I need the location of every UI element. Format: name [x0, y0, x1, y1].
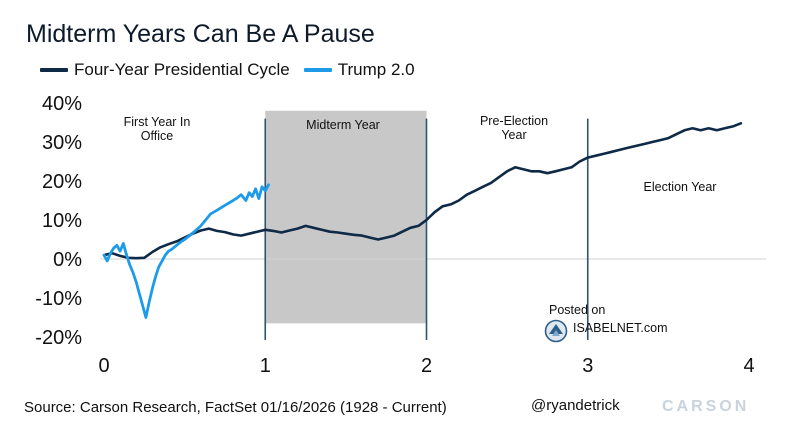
y-tick-label: 20%: [42, 171, 82, 193]
annotation-line: Election Year: [644, 180, 717, 194]
y-tick-label: 10%: [42, 210, 82, 232]
brand-watermark: CARSON: [662, 398, 750, 415]
annotation-midterm-year: Midterm Year: [306, 118, 380, 132]
isabelnet-badge: Posted on ISABELNET.com: [543, 303, 683, 343]
annotation-line: First Year In: [124, 115, 191, 129]
annotation-first-year-in-office: First Year In Office: [124, 115, 191, 143]
x-tick-label: 0: [98, 355, 109, 377]
annotation-line: Midterm Year: [306, 118, 380, 132]
series-line-trump: [102, 183, 270, 319]
legend-label-presidential-cycle: Four-Year Presidential Cycle: [74, 60, 290, 79]
series-line-presidential-cycle: [102, 122, 743, 260]
midterm-shaded-region: [265, 110, 427, 324]
x-tick-label: 4: [743, 355, 754, 377]
annotation-pre-election-year: Pre-Election Year: [480, 114, 548, 142]
y-tick-label: 0%: [53, 249, 82, 271]
legend-swatch-presidential-cycle: [40, 68, 68, 72]
author-handle: @ryandetrick: [531, 397, 620, 414]
source-note: Source: Carson Research, FactSet 01/16/2…: [24, 399, 447, 416]
legend-item-trump: Trump 2.0: [303, 60, 415, 80]
legend-item-presidential-cycle: Four-Year Presidential Cycle: [40, 60, 290, 80]
badge-posted-text: Posted on: [549, 303, 606, 317]
badge-site-text: ISABELNET.com: [573, 321, 668, 335]
x-tick-label: 2: [421, 355, 432, 377]
annotation-election-year: Election Year: [644, 180, 717, 194]
legend-swatch-trump: [303, 68, 332, 72]
x-tick-label: 3: [582, 355, 593, 377]
annotation-line: Office: [141, 129, 173, 143]
legend-label-trump: Trump 2.0: [337, 60, 415, 79]
y-tick-label: 40%: [42, 93, 82, 115]
x-tick-label: 1: [260, 355, 271, 377]
legend: Four-Year Presidential Cycle Trump 2.0: [40, 59, 429, 81]
chart-title: Midterm Years Can Be A Pause: [26, 20, 375, 48]
y-tick-label: -20%: [35, 327, 82, 349]
annotation-line: Year: [501, 128, 526, 142]
y-tick-label: 30%: [42, 132, 82, 154]
isabelnet-logo-icon: [544, 319, 568, 343]
annotation-line: Pre-Election: [480, 114, 548, 128]
y-tick-label: -10%: [35, 288, 82, 310]
